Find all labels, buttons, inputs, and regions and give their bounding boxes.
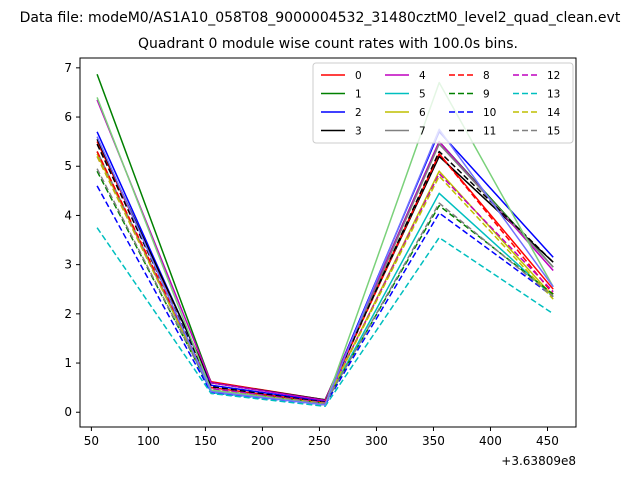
- figure-suptitle: Data file: modeM0/AS1A10_058T08_90000045…: [20, 10, 621, 26]
- series-line-13: [96, 227, 554, 408]
- series-line-8: [96, 151, 554, 404]
- legend-label-15: 15: [547, 126, 560, 138]
- legend-label-10: 10: [483, 107, 496, 119]
- series-line-extra-17: [96, 128, 554, 406]
- legend-label-6: 6: [419, 107, 426, 119]
- y-tick-label: 0: [64, 405, 72, 419]
- x-tick-label: 100: [137, 434, 160, 448]
- legend-label-9: 9: [483, 89, 490, 101]
- x-tick-label: 150: [194, 434, 217, 448]
- chart-title: Quadrant 0 module wise count rates with …: [138, 36, 518, 52]
- legend-label-3: 3: [355, 126, 362, 138]
- x-tick-label: 400: [479, 434, 502, 448]
- x-tick-label: 300: [365, 434, 388, 448]
- legend-label-13: 13: [547, 89, 560, 101]
- y-tick-label: 3: [64, 258, 72, 272]
- legend-frame: [312, 62, 574, 144]
- legend-label-4: 4: [419, 70, 426, 82]
- y-tick-label: 5: [64, 159, 72, 173]
- legend-label-11: 11: [483, 126, 496, 138]
- axes-frame: [79, 57, 577, 428]
- x-tick-label: 50: [84, 434, 99, 448]
- x-tick-label: 200: [251, 434, 274, 448]
- legend-label-2: 2: [355, 107, 362, 119]
- y-tick-label: 4: [64, 208, 72, 222]
- x-axis-offset-label: +3.63809e8: [501, 454, 576, 468]
- legend-label-14: 14: [547, 107, 561, 119]
- x-tick-label: 250: [308, 434, 331, 448]
- y-tick-label: 2: [64, 307, 72, 321]
- x-axis: 50 100 150 200 250 300 350 400 450: [84, 427, 559, 448]
- legend-label-5: 5: [419, 89, 426, 101]
- legend-label-1: 1: [355, 89, 362, 101]
- series-line-4: [96, 99, 554, 402]
- series-line-2: [96, 131, 554, 403]
- series-line-10: [96, 185, 554, 406]
- legend-label-8: 8: [483, 70, 490, 82]
- series-line-5: [96, 151, 554, 405]
- y-tick-label: 1: [64, 356, 72, 370]
- y-axis: 0 1 2 3 4 5 6 7: [64, 61, 80, 419]
- x-tick-label: 450: [536, 434, 559, 448]
- legend-label-12: 12: [547, 70, 560, 82]
- y-tick-label: 6: [64, 110, 72, 124]
- legend-label-0: 0: [355, 70, 362, 82]
- plot-lines: [96, 73, 554, 408]
- x-tick-label: 350: [422, 434, 445, 448]
- legend-label-7: 7: [419, 126, 426, 138]
- y-tick-label: 7: [64, 61, 72, 75]
